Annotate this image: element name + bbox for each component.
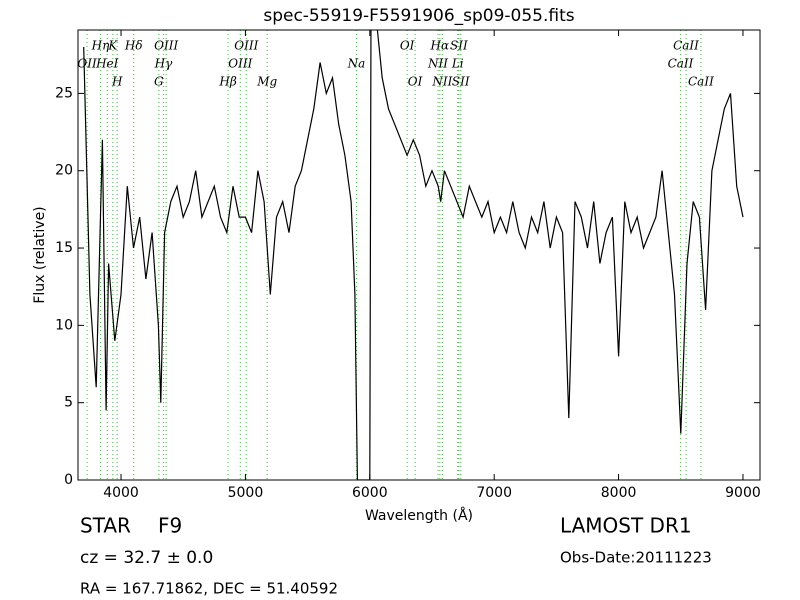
spectral-line-label: OIII: [234, 39, 258, 53]
spectral-line-label: OIII: [154, 39, 178, 53]
spectral-line-label: OII: [77, 57, 97, 71]
spectral-line-label: K: [107, 39, 118, 53]
spectral-line-label: Hδ: [124, 39, 143, 53]
y-tick-label: 25: [55, 85, 73, 101]
spectral-line-label: Li: [451, 57, 464, 71]
plot-frame: [77, 29, 761, 481]
chart-title: spec-55919-F5591906_sp09-055.fits: [263, 6, 574, 26]
spectral-line-label: OI: [408, 75, 423, 89]
spectral-line-label: SII: [450, 39, 468, 53]
x-axis-label: Wavelength (Å): [365, 507, 473, 524]
x-tick-label: 5000: [228, 485, 264, 501]
y-tick-label: 15: [55, 240, 73, 256]
redshift: cz = 32.7 ± 0.0: [80, 548, 213, 568]
spectral-line-label: NII: [427, 57, 448, 71]
spectral-line-label: Mg: [256, 75, 277, 89]
y-tick-label: 20: [55, 163, 73, 179]
subclass: F9: [158, 514, 182, 538]
obs-date: Obs-Date:20111223: [560, 549, 712, 567]
spectral-line-label: OI: [400, 39, 415, 53]
spectral-line-label: Hη: [91, 39, 110, 53]
spectral-line-label: CaII: [688, 75, 714, 89]
y-axis-label: Flux (relative): [32, 206, 48, 303]
y-tick-label: 0: [64, 472, 73, 488]
x-tick-label: 8000: [601, 485, 637, 501]
spectral-line-label: Hα: [430, 39, 450, 53]
x-tick-label: 4000: [103, 485, 139, 501]
x-tick-label: 9000: [725, 485, 761, 501]
spectral-line-label: Hγ: [154, 57, 173, 71]
plot-area: [83, 30, 744, 480]
spectral-line-label: HeI: [95, 57, 119, 71]
coordinates: RA = 167.71862, DEC = 51.40592: [80, 580, 338, 598]
spectral-line-label: SII: [452, 75, 470, 89]
spectral-line-label: Hβ: [218, 75, 236, 89]
spectrum-line: [83, 30, 744, 480]
y-tick-label: 10: [55, 317, 73, 333]
spectral-line-label: Na: [347, 57, 366, 71]
spectral-line-label: CaII: [668, 57, 694, 71]
x-tick-label: 6000: [352, 485, 388, 501]
spectral-line-label: OIII: [228, 57, 252, 71]
spectral-line-label: G: [154, 75, 164, 89]
survey: LAMOST DR1: [560, 514, 692, 538]
spectral-line-label: CaII: [673, 39, 699, 53]
y-tick-label: 5: [64, 395, 73, 411]
spectral-line-label: NII: [431, 75, 452, 89]
object-class: STAR: [80, 514, 131, 538]
x-tick-label: 7000: [476, 485, 512, 501]
spectral-line-label: H: [111, 75, 123, 89]
